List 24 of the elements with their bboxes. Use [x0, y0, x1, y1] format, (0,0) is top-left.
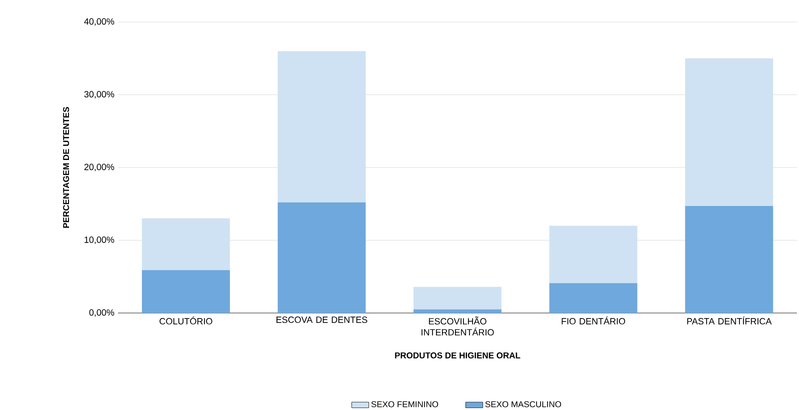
- x-tick-label: ESCOVA DE DENTES: [276, 316, 368, 323]
- y-tick-label: 40,00%: [84, 18, 114, 26]
- bar: [414, 309, 502, 313]
- y-axis-title: PERCENTAGEM DE UTENTES: [63, 107, 70, 228]
- y-tick-label: 10,00%: [84, 236, 114, 244]
- bar: [685, 206, 774, 313]
- bar: [278, 202, 366, 313]
- x-tick-label: COLUTÓRIO: [160, 316, 212, 324]
- bar: [414, 286, 502, 310]
- bar: [549, 283, 638, 313]
- x-tick-label: FIO DENTÁRIO: [562, 316, 626, 324]
- y-tick-label: 20,00%: [84, 164, 114, 172]
- y-tick-label: 0,00%: [89, 309, 114, 317]
- x-tick-label: ESCOVILHÃO INTERDENTÁRIO: [422, 316, 494, 336]
- bar: [142, 270, 230, 313]
- bar: [685, 58, 774, 206]
- bar: [142, 218, 230, 270]
- bar: [278, 51, 366, 202]
- legend-label: SEXO FEMININO: [371, 401, 438, 408]
- bar: [549, 226, 638, 284]
- legend-label: SEXO MASCULINO: [485, 401, 562, 408]
- x-tick-label: PASTA DENTÍFRICA: [687, 316, 772, 324]
- x-axis-title: PRODUTOS DE HIGIENE ORAL: [395, 352, 520, 358]
- y-tick-label: 30,00%: [84, 91, 114, 98]
